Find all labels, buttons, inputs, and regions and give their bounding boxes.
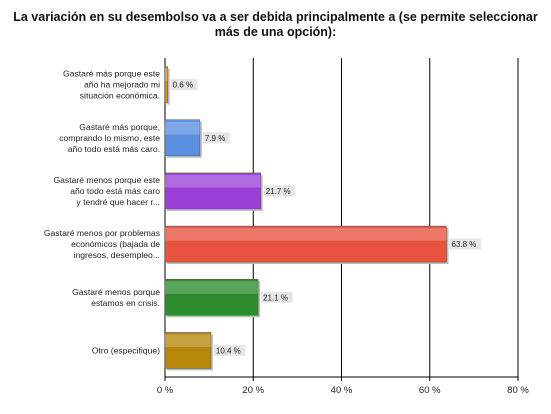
bar-shadow (167, 68, 170, 105)
category-label: año todo está más caro. (68, 144, 160, 154)
category-label: económicos (bajada de (71, 239, 160, 249)
x-tick-label: 40 % (331, 385, 353, 396)
value-label: 63.8 % (452, 240, 477, 249)
bar-highlight (165, 334, 211, 348)
category-label: ingresos, desempleo... (74, 250, 160, 260)
category-label: Gastaré menos por problemas (44, 228, 160, 238)
x-tick-label: 60 % (419, 385, 441, 396)
value-label-box (202, 132, 230, 144)
x-tick-label: 80 % (507, 385, 529, 396)
chart-title-line-1: La variación en su desembolso va a ser d… (13, 10, 538, 24)
value-label: 10.4 % (216, 346, 241, 355)
category-label: año ha mejorado mi (84, 80, 160, 90)
category-label: Otro (especifique) (92, 345, 160, 355)
category-label: estamos en crisis. (91, 298, 160, 308)
bar (164, 66, 168, 103)
bar-highlight (165, 174, 261, 188)
category-label: año todo está más caro (70, 186, 160, 196)
x-tick-label: 0 % (157, 385, 174, 396)
bar (164, 172, 262, 210)
category-label: situación económica. (80, 91, 160, 101)
category-label: y tendré que hacer r... (76, 197, 160, 207)
value-label-box (261, 291, 293, 303)
value-label: 7.9 % (205, 134, 225, 143)
category-label: comprando lo mismo, este (59, 133, 160, 143)
category-label: Gastaré menos porque este (53, 175, 160, 185)
chart-title-line-2: más de una opción): (214, 25, 337, 39)
bar (164, 279, 259, 316)
bar-highlight (165, 121, 200, 135)
category-label: Gastaré más porque, (79, 122, 160, 132)
bar-highlight (165, 228, 447, 241)
value-label: 21.1 % (263, 293, 288, 302)
value-label: 21.7 % (266, 187, 291, 196)
value-label-box (170, 79, 198, 91)
category-label: Gastaré menos porque (72, 287, 160, 297)
bar (164, 332, 212, 369)
bar-highlight (165, 281, 259, 294)
value-label-box (263, 185, 296, 197)
value-label: 0.6 % (173, 81, 193, 90)
category-label: Gastaré más porque este (63, 69, 160, 79)
x-tick-label: 20 % (242, 385, 264, 396)
bar (164, 225, 447, 263)
bar-highlight (165, 68, 168, 82)
chart-title: La variación en su desembolso va a ser d… (10, 10, 541, 40)
value-label-box (449, 238, 482, 250)
value-label-box (213, 344, 246, 356)
bar (164, 119, 201, 156)
